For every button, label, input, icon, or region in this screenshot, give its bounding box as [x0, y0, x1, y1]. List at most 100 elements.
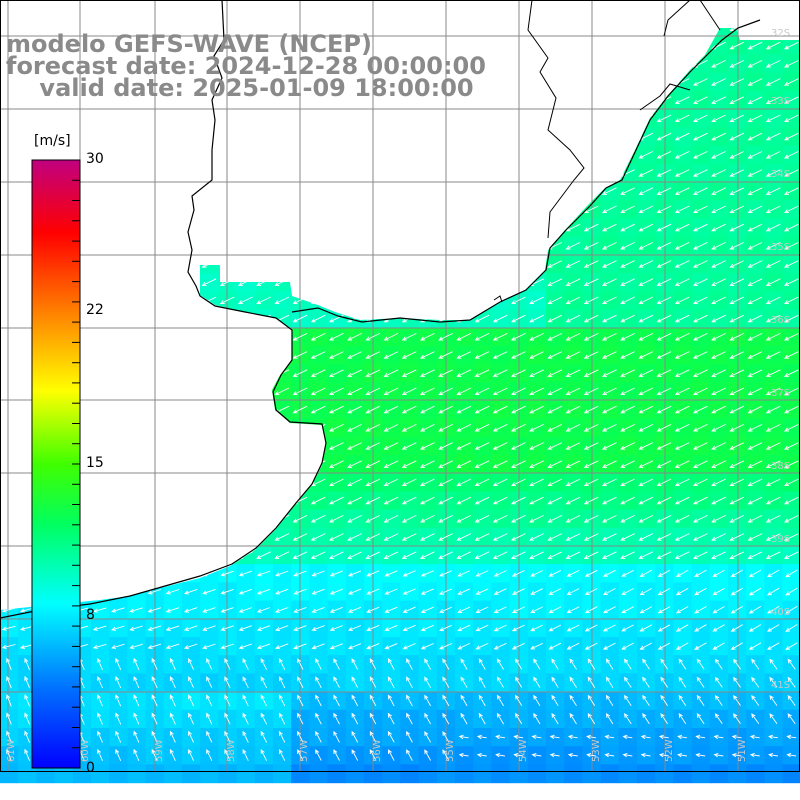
wind-cell — [527, 163, 547, 183]
wind-arrow — [474, 369, 490, 377]
wind-cell — [346, 0, 365, 19]
wind-arrow — [783, 187, 799, 195]
wind-arrow — [492, 96, 508, 104]
wind-arrow — [731, 734, 742, 740]
wind-arrow — [620, 132, 635, 141]
wind-cell — [400, 0, 419, 19]
wind-cell — [473, 109, 492, 128]
wind-arrow — [237, 496, 253, 505]
wind-cell — [127, 364, 147, 383]
wind-arrow — [128, 514, 144, 523]
wind-arrow — [1, 514, 17, 523]
wind-arrow — [711, 314, 726, 323]
wind-arrow — [183, 514, 199, 523]
wind-arrow — [601, 460, 617, 468]
wind-arrow — [566, 569, 580, 577]
wind-arrow — [165, 643, 180, 650]
wind-arrow — [328, 187, 344, 195]
wind-arrow — [97, 657, 103, 670]
wind-arrow — [274, 442, 290, 450]
wind-cell — [236, 491, 256, 511]
wind-arrow — [547, 478, 563, 487]
wind-cell — [218, 382, 238, 401]
wind-arrow — [419, 387, 435, 396]
wind-arrow — [529, 551, 544, 559]
wind-cell — [418, 109, 438, 128]
wind-arrow — [492, 369, 508, 377]
wind-cell — [236, 400, 256, 420]
wind-cell — [783, 0, 800, 19]
wind-arrow — [510, 533, 526, 541]
wind-arrow — [328, 551, 344, 559]
wind-arrow — [583, 423, 599, 432]
wind-cell — [418, 218, 438, 238]
wind-arrow — [419, 405, 435, 414]
wind-arrow — [765, 278, 781, 286]
wind-arrow — [387, 712, 395, 725]
wind-cell — [0, 127, 19, 147]
wind-arrow — [674, 132, 690, 141]
wind-arrow — [110, 496, 126, 505]
wind-cell — [236, 364, 256, 383]
wind-arrow — [601, 260, 617, 268]
wind-arrow — [783, 478, 799, 487]
wind-arrow — [476, 752, 487, 758]
wind-arrow — [624, 713, 632, 725]
colorbar-label-0: 0 — [86, 760, 95, 776]
wind-cell — [436, 764, 456, 784]
wind-cell — [200, 436, 219, 456]
wind-arrow — [601, 533, 617, 541]
wind-cell — [200, 254, 219, 274]
wind-arrow — [310, 369, 326, 377]
wind-arrow — [747, 369, 763, 377]
colorbar-label-30: 30 — [86, 151, 104, 167]
wind-arrow — [747, 460, 763, 468]
wind-arrow — [438, 478, 453, 487]
wind-arrow — [1, 551, 17, 559]
wind-arrow — [583, 405, 599, 414]
wind-arrow — [511, 606, 525, 613]
wind-arrow — [657, 569, 671, 577]
wind-cell — [0, 345, 19, 365]
wind-arrow — [583, 260, 599, 268]
wind-arrow — [620, 442, 635, 450]
wind-arrow — [188, 657, 195, 670]
wind-arrow — [601, 59, 617, 68]
wind-arrow — [110, 460, 126, 468]
wind-arrow — [547, 351, 563, 359]
wind-arrow — [365, 460, 381, 468]
wind-arrow — [729, 28, 745, 32]
wind-arrow — [369, 676, 377, 689]
wind-arrow — [310, 260, 326, 268]
wind-cell — [418, 182, 438, 201]
wind-arrow — [510, 296, 526, 305]
wind-arrow — [110, 351, 126, 359]
wind-arrow — [383, 460, 399, 468]
wind-arrow — [1, 150, 17, 159]
wind-arrow — [224, 712, 231, 725]
wind-arrow — [620, 187, 635, 195]
wind-arrow — [530, 642, 543, 650]
wind-arrow — [566, 624, 580, 632]
wind-arrow — [729, 423, 745, 432]
wind-arrow — [456, 551, 472, 559]
wind-arrow — [456, 278, 472, 286]
wind-cell — [163, 364, 183, 383]
wind-arrow — [419, 460, 435, 468]
wind-arrow — [387, 676, 395, 689]
wind-arrow — [328, 332, 344, 341]
wind-arrow — [711, 260, 726, 268]
wind-arrow — [203, 6, 217, 13]
wind-arrow — [569, 694, 577, 707]
wind-arrow — [711, 369, 726, 377]
wind-arrow — [496, 694, 504, 707]
wind-arrow — [729, 59, 745, 68]
wind-cell — [291, 418, 310, 438]
wind-cell — [127, 527, 147, 547]
wind-cell — [254, 527, 274, 547]
wind-cell — [127, 273, 147, 292]
wind-arrow — [97, 676, 103, 689]
wind-arrow — [110, 533, 126, 541]
wind-arrow — [260, 748, 268, 761]
wind-arrow — [129, 625, 143, 631]
